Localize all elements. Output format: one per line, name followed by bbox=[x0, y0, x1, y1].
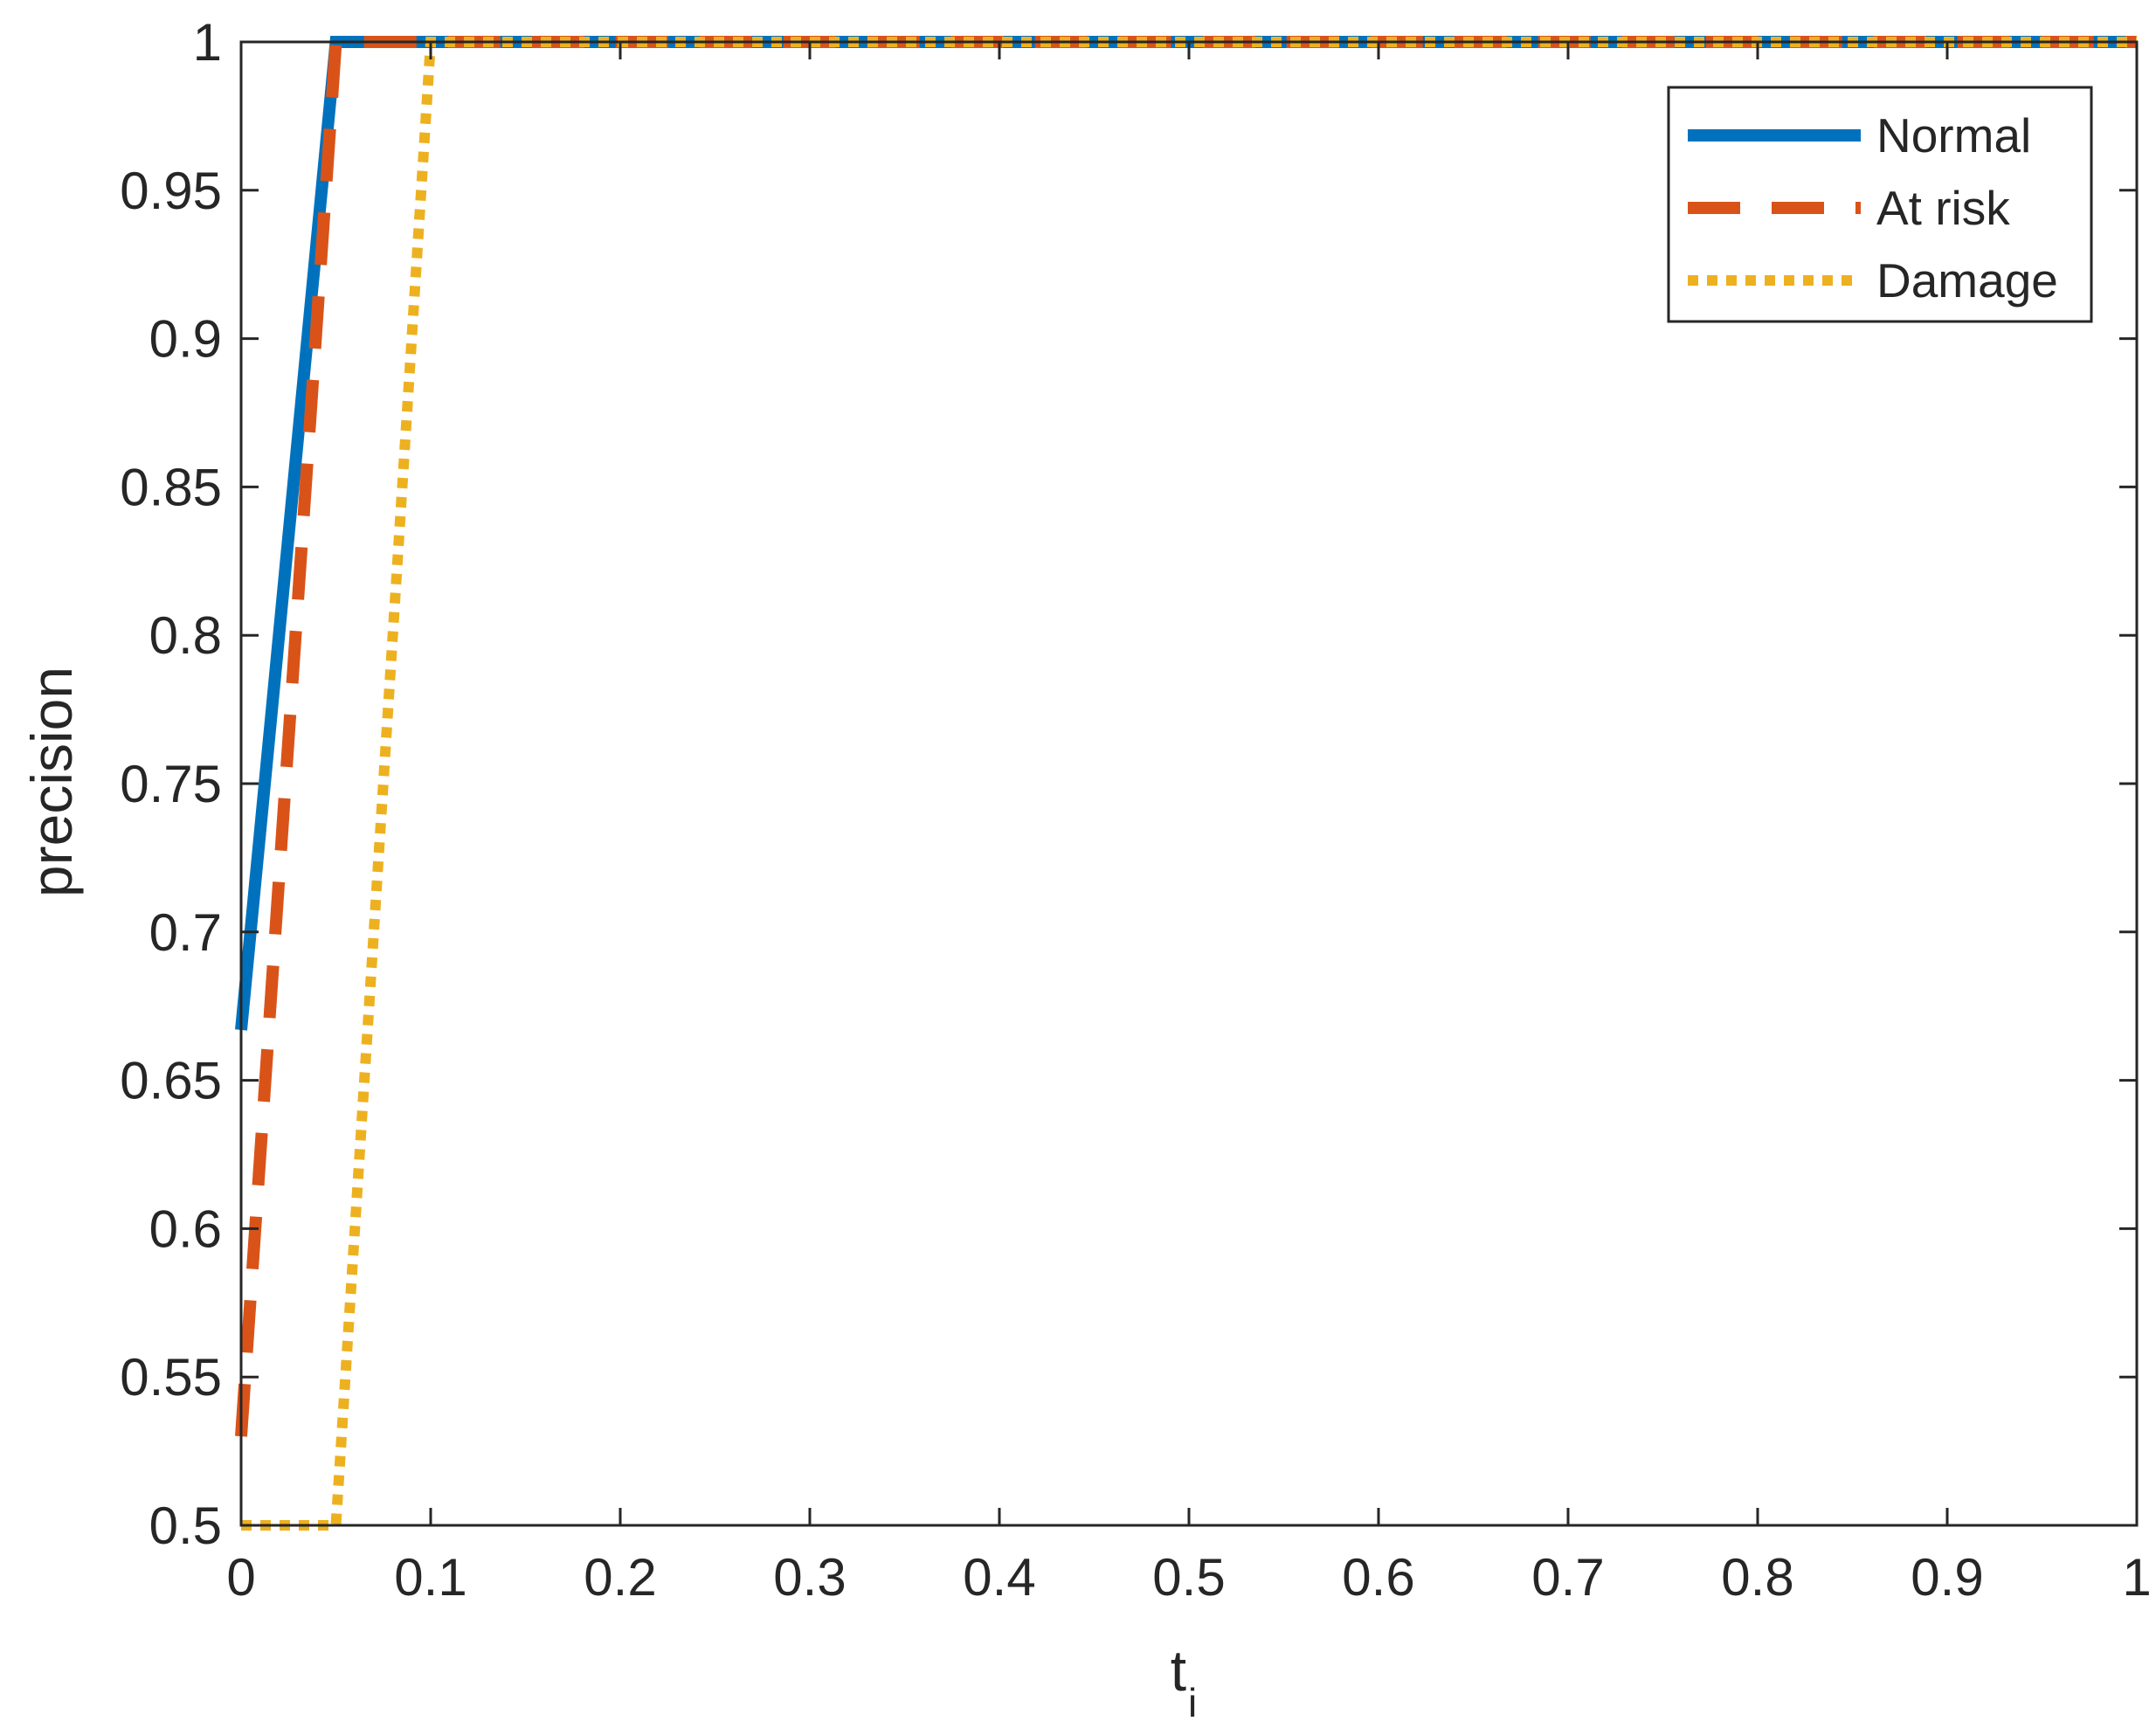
y-axis-label: precision bbox=[19, 667, 84, 897]
x-tick-label: 0.5 bbox=[1152, 1548, 1225, 1607]
y-tick-label: 0.5 bbox=[149, 1497, 222, 1555]
legend-label: Damage bbox=[1876, 253, 2058, 308]
x-tick-label: 0.6 bbox=[1342, 1548, 1414, 1607]
legend-item-damage: Damage bbox=[1688, 253, 2058, 308]
x-tick-label: 0.7 bbox=[1531, 1548, 1604, 1607]
x-tick-labels: 0 0.1 0.2 0.3 0.4 0.5 0.6 0.7 0.8 0.9 1 bbox=[226, 1548, 2151, 1607]
x-tick-label: 0.9 bbox=[1911, 1548, 1983, 1607]
x-tick-label: 0.2 bbox=[584, 1548, 656, 1607]
y-tick-label: 0.55 bbox=[120, 1348, 222, 1407]
y-tick-label: 0.6 bbox=[149, 1199, 222, 1258]
y-tick-label: 0.85 bbox=[120, 458, 222, 516]
y-tick-labels: 0.5 0.55 0.6 0.65 0.7 0.75 0.8 0.85 0.9 0.95 1 bbox=[120, 13, 222, 1555]
y-tick-label: 0.95 bbox=[120, 162, 222, 220]
x-axis-label: ti bbox=[1171, 1638, 1198, 1725]
y-tick-label: 1 bbox=[193, 13, 222, 72]
y-tick-label: 0.65 bbox=[120, 1052, 222, 1110]
x-tick-label: 0.1 bbox=[394, 1548, 466, 1607]
x-axis-label-main: t bbox=[1171, 1638, 1186, 1703]
legend-label: At risk bbox=[1876, 181, 2010, 235]
legend-item-at-risk: At risk bbox=[1688, 181, 2010, 235]
x-tick-label: 0.3 bbox=[773, 1548, 846, 1607]
y-tick-label: 0.7 bbox=[149, 903, 222, 962]
legend-item-normal: Normal bbox=[1688, 108, 2031, 162]
x-tick-label: 0 bbox=[226, 1548, 255, 1607]
x-tick-label: 0.4 bbox=[963, 1548, 1035, 1607]
series-line-at-risk bbox=[235, 36, 2137, 1437]
y-tick-label: 0.9 bbox=[149, 310, 222, 369]
x-axis-label-subscript: i bbox=[1188, 1680, 1197, 1725]
legend: Normal At risk Damage bbox=[1667, 86, 2093, 323]
x-tick-label: 1 bbox=[2122, 1548, 2151, 1607]
y-tick-label: 0.8 bbox=[149, 606, 222, 665]
y-tick-label: 0.75 bbox=[120, 755, 222, 813]
plot-frame bbox=[239, 40, 2139, 1527]
legend-label: Normal bbox=[1876, 108, 2031, 162]
x-tick-label: 0.8 bbox=[1721, 1548, 1793, 1607]
